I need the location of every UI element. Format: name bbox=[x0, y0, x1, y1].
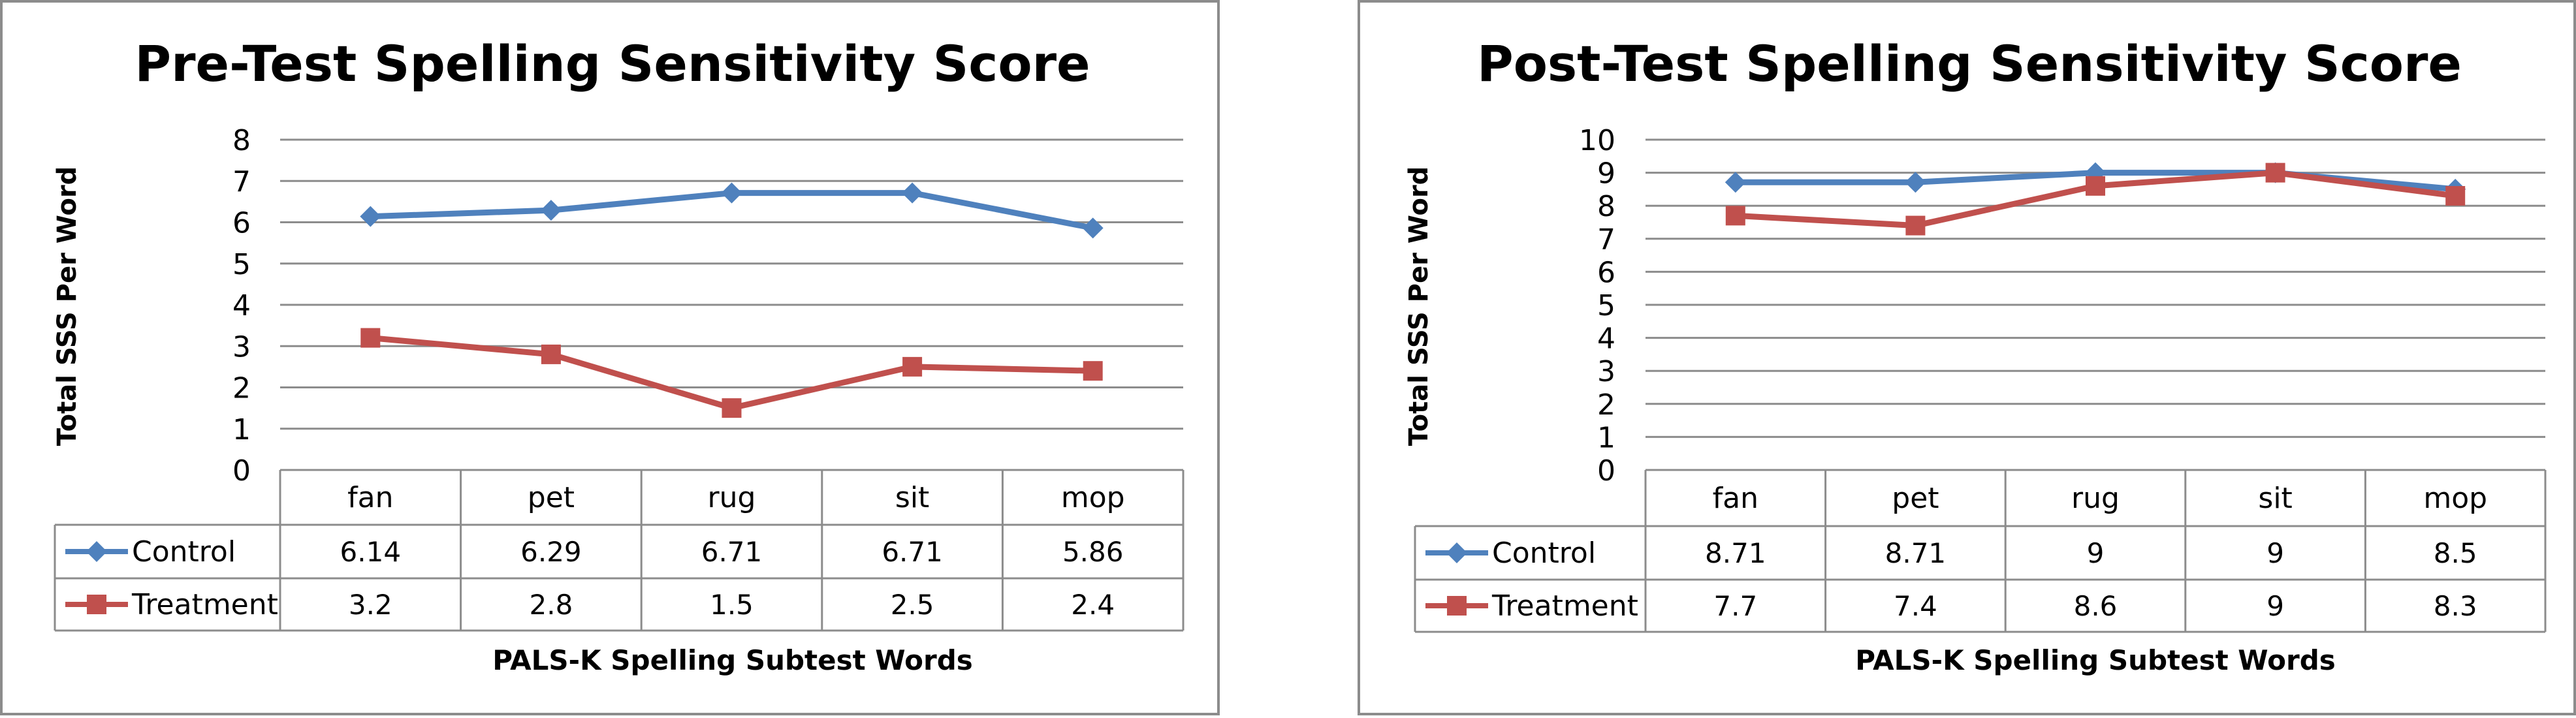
data-point bbox=[1905, 215, 1926, 236]
data-point bbox=[2265, 163, 2285, 183]
legend-marker bbox=[1446, 542, 1467, 563]
data-point bbox=[2086, 176, 2105, 196]
data-point bbox=[902, 182, 923, 204]
y-tick-label: 4 bbox=[232, 289, 251, 322]
legend-label: Treatment bbox=[131, 588, 278, 621]
data-point bbox=[1083, 361, 1103, 381]
y-tick-label: 6 bbox=[232, 207, 251, 240]
x-tick-label: pet bbox=[528, 481, 575, 514]
pre-test-chart: Pre-Test Spelling Sensitivity Score Tota… bbox=[52, 35, 1185, 676]
data-point bbox=[1725, 206, 1745, 226]
data-label: 5.86 bbox=[1062, 536, 1124, 568]
x-tick-label: sit bbox=[895, 481, 929, 514]
legend-label: Control bbox=[132, 535, 236, 569]
data-point bbox=[902, 356, 923, 377]
y-tick-label: 10 bbox=[1579, 124, 1615, 157]
data-label: 6.71 bbox=[882, 536, 943, 568]
data-label: 9 bbox=[2087, 537, 2105, 569]
y-tick-label: 5 bbox=[232, 248, 251, 281]
x-tick-label: sit bbox=[2258, 482, 2292, 515]
data-point bbox=[1905, 172, 1926, 193]
x-axis-label: PALS-K Spelling Subtest Words bbox=[492, 644, 973, 676]
y-tick-label: 5 bbox=[1597, 289, 1615, 322]
x-tick-label: rug bbox=[708, 481, 756, 514]
data-point bbox=[2445, 186, 2466, 206]
y-tick-label: 8 bbox=[1597, 190, 1615, 223]
plot-area: 0 1 2 3 4 5 6 7 8 bbox=[232, 124, 1183, 488]
data-point bbox=[540, 200, 562, 221]
data-label: 9 bbox=[2266, 590, 2284, 622]
legend-marker bbox=[87, 595, 106, 614]
data-label: 8.5 bbox=[2434, 537, 2477, 569]
data-label: 2.4 bbox=[1071, 589, 1115, 621]
data-label: 2.5 bbox=[891, 589, 934, 621]
data-point bbox=[360, 328, 381, 348]
y-tick-label: 8 bbox=[232, 124, 251, 157]
chart-title: Pre-Test Spelling Sensitivity Score bbox=[135, 35, 1090, 93]
data-table: fan pet rug sit mop Control 6.14 6.29 6.71 6.71 5.… bbox=[54, 469, 1185, 632]
x-axis-label: PALS-K Spelling Subtest Words bbox=[1855, 644, 2336, 676]
y-tick-label: 7 bbox=[232, 165, 251, 198]
y-tick-label: 3 bbox=[232, 330, 251, 364]
y-tick-label: 4 bbox=[1597, 322, 1615, 356]
data-label: 9 bbox=[2266, 537, 2284, 569]
pre-test-chart-panel: Pre-Test Spelling Sensitivity Score Tota… bbox=[0, 0, 1220, 715]
post-test-chart-panel: Post-Test Spelling Sensitivity Score Tot… bbox=[1358, 0, 2576, 715]
data-label: 7.7 bbox=[1713, 590, 1757, 622]
y-tick-label: 6 bbox=[1597, 256, 1615, 289]
data-point bbox=[360, 206, 381, 227]
y-tick-label: 0 bbox=[1597, 454, 1615, 488]
data-label: 6.14 bbox=[340, 536, 402, 568]
data-label: 2.8 bbox=[530, 589, 573, 621]
x-tick-label: fan bbox=[347, 481, 393, 514]
y-tick-label: 1 bbox=[1597, 421, 1615, 454]
data-point bbox=[1725, 172, 1746, 193]
y-tick-label: 0 bbox=[232, 454, 251, 488]
y-tick-label: 2 bbox=[232, 372, 251, 405]
y-tick-label: 2 bbox=[1597, 388, 1615, 422]
data-table: fan pet rug sit mop Control 8.71 8.71 9 9 8.5 Treat… bbox=[1414, 469, 2547, 633]
legend-label: Treatment bbox=[1491, 589, 1638, 623]
legend-label: Control bbox=[1492, 537, 1596, 570]
data-label: 8.3 bbox=[2434, 590, 2477, 622]
data-label: 1.5 bbox=[710, 589, 754, 621]
y-axis-label: Total SSS Per Word bbox=[1404, 166, 1434, 446]
series-line-treatment bbox=[370, 335, 1093, 411]
x-tick-label: mop bbox=[2423, 482, 2487, 515]
data-label: 8.6 bbox=[2074, 590, 2118, 622]
y-tick-label: 3 bbox=[1597, 355, 1615, 388]
data-label: 6.71 bbox=[701, 536, 763, 568]
legend-marker bbox=[86, 541, 107, 562]
data-label: 8.71 bbox=[1885, 537, 1947, 569]
legend-marker bbox=[1447, 596, 1467, 616]
data-point bbox=[721, 182, 742, 204]
data-point bbox=[541, 344, 561, 364]
y-tick-label: 7 bbox=[1597, 223, 1615, 257]
chart-title: Post-Test Spelling Sensitivity Score bbox=[1477, 35, 2462, 93]
data-point bbox=[722, 398, 742, 418]
x-tick-label: mop bbox=[1061, 481, 1125, 514]
data-label: 6.29 bbox=[520, 536, 582, 568]
y-tick-label: 9 bbox=[1597, 157, 1615, 191]
y-tick-label: 1 bbox=[232, 413, 251, 446]
data-label: 8.71 bbox=[1705, 537, 1766, 569]
y-axis-label: Total SSS Per Word bbox=[52, 166, 82, 446]
x-tick-label: rug bbox=[2071, 482, 2120, 515]
data-label: 3.2 bbox=[349, 589, 392, 621]
post-test-chart: Post-Test Spelling Sensitivity Score Tot… bbox=[1404, 35, 2547, 676]
data-point bbox=[1082, 217, 1104, 239]
x-tick-label: pet bbox=[1892, 482, 1939, 515]
x-tick-label: fan bbox=[1713, 482, 1758, 515]
data-label: 7.4 bbox=[1894, 590, 1937, 622]
